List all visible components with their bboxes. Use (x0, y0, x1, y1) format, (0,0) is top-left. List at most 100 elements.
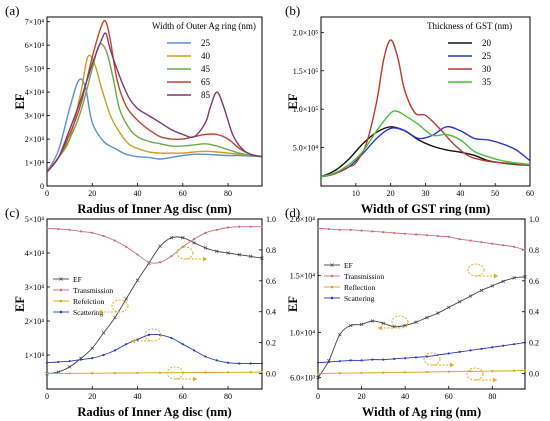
data-point (249, 225, 252, 228)
data-point (204, 371, 207, 374)
data-point (67, 365, 72, 369)
data-point (193, 349, 196, 352)
indicator-arrowhead (98, 309, 102, 315)
data-point (348, 323, 353, 328)
data-point (523, 341, 527, 344)
indicator-arrowhead (131, 338, 135, 344)
data-point (45, 361, 49, 364)
data-point (436, 234, 439, 238)
panel-1: (b) 10 20 30 40 50 60 5.0×10⁴ 1.0×10⁵ 1.5×10⁵ 2.0×… (285, 3, 534, 216)
data-point (113, 315, 117, 320)
data-point (204, 231, 207, 235)
series-line-ef (318, 276, 525, 378)
y-tick-label: 2×10⁴ (25, 135, 45, 144)
indicator-circle (467, 263, 485, 277)
legend-marker (59, 310, 63, 314)
y-tick-label: 5.0×10⁴ (293, 144, 319, 153)
legend-marker (330, 296, 334, 300)
y-axis-label: EF (13, 93, 27, 109)
x-tick-label: 40 (134, 392, 142, 401)
data-point (238, 225, 241, 228)
series-line-25 (47, 78, 262, 173)
data-point (91, 356, 94, 360)
x-tick-label: 30 (422, 189, 430, 198)
data-point (513, 343, 516, 346)
y2-tick-label: 0.4 (266, 308, 276, 317)
data-point (469, 349, 472, 352)
legend-label: 30 (482, 64, 492, 74)
data-point (425, 234, 429, 237)
data-point (327, 360, 330, 364)
data-point (113, 239, 116, 242)
data-point (68, 372, 71, 375)
series-line-scattering (47, 333, 262, 364)
data-point (458, 237, 461, 241)
data-point (338, 228, 341, 231)
data-point (404, 356, 407, 360)
data-point (425, 355, 429, 358)
series-line-refelction (47, 371, 262, 374)
data-point (360, 371, 363, 375)
x-axis-label: Width of GST ring (nm) (361, 202, 490, 216)
legend-label: EF (73, 275, 82, 284)
data-point (381, 321, 386, 326)
legend-label: Refelction (73, 297, 104, 306)
data-point (181, 343, 184, 346)
legend-label: Scattering (73, 308, 104, 317)
data-point (523, 248, 527, 252)
data-point (214, 249, 219, 254)
data-point (215, 228, 218, 231)
data-point (260, 225, 264, 228)
data-point (502, 344, 505, 347)
data-point (327, 227, 330, 231)
data-point (136, 338, 139, 341)
legend-label: Reflection (344, 283, 375, 292)
indicator-circle (466, 367, 484, 381)
y-axis-label: EF (286, 93, 300, 109)
x-tick-label: 40 (401, 392, 409, 401)
data-point (237, 252, 242, 257)
data-point (338, 372, 341, 375)
y-tick-label: 1.0×10⁵ (293, 105, 319, 114)
x-tick-label: 0 (45, 189, 49, 198)
series-line-45 (47, 43, 262, 173)
data-point (414, 233, 418, 236)
data-point (226, 226, 230, 229)
data-point (447, 352, 450, 355)
y2-tick-label: 0.8 (529, 246, 539, 255)
data-point (523, 275, 527, 279)
data-point (79, 230, 83, 233)
data-point (446, 305, 451, 310)
data-point (523, 369, 527, 372)
data-point (113, 349, 116, 352)
data-point (469, 370, 472, 373)
data-point (125, 343, 128, 346)
data-point (393, 357, 396, 360)
y2-tick-label: 1.0 (266, 215, 276, 224)
data-point (260, 370, 264, 374)
data-point (360, 229, 363, 232)
data-point (393, 231, 396, 235)
legend-label: 25 (482, 51, 492, 61)
data-point (248, 254, 253, 259)
y-tick-label: 6.0×10³ (290, 374, 316, 383)
plot-frame (317, 218, 526, 390)
series-line-scattering (318, 342, 525, 364)
legend-title: Thickness of GST (nm) (427, 21, 512, 31)
indicator-arrowhead (494, 273, 498, 279)
indicator-arrowhead (378, 325, 382, 331)
x-tick-label: 20 (88, 392, 96, 401)
y2-tick-label: 0.2 (266, 339, 276, 348)
legend-marker (330, 274, 334, 278)
x-axis-label: Width of Ag ring (nm) (362, 405, 481, 419)
data-point (316, 227, 320, 230)
y-tick-label: 2×10⁴ (25, 317, 45, 326)
data-point (124, 297, 128, 301)
data-point (249, 371, 252, 374)
legend-label: Transmission (73, 286, 113, 295)
data-point (359, 322, 364, 327)
x-tick-label: 60 (526, 189, 534, 198)
data-point (135, 278, 140, 282)
data-point (147, 333, 150, 337)
